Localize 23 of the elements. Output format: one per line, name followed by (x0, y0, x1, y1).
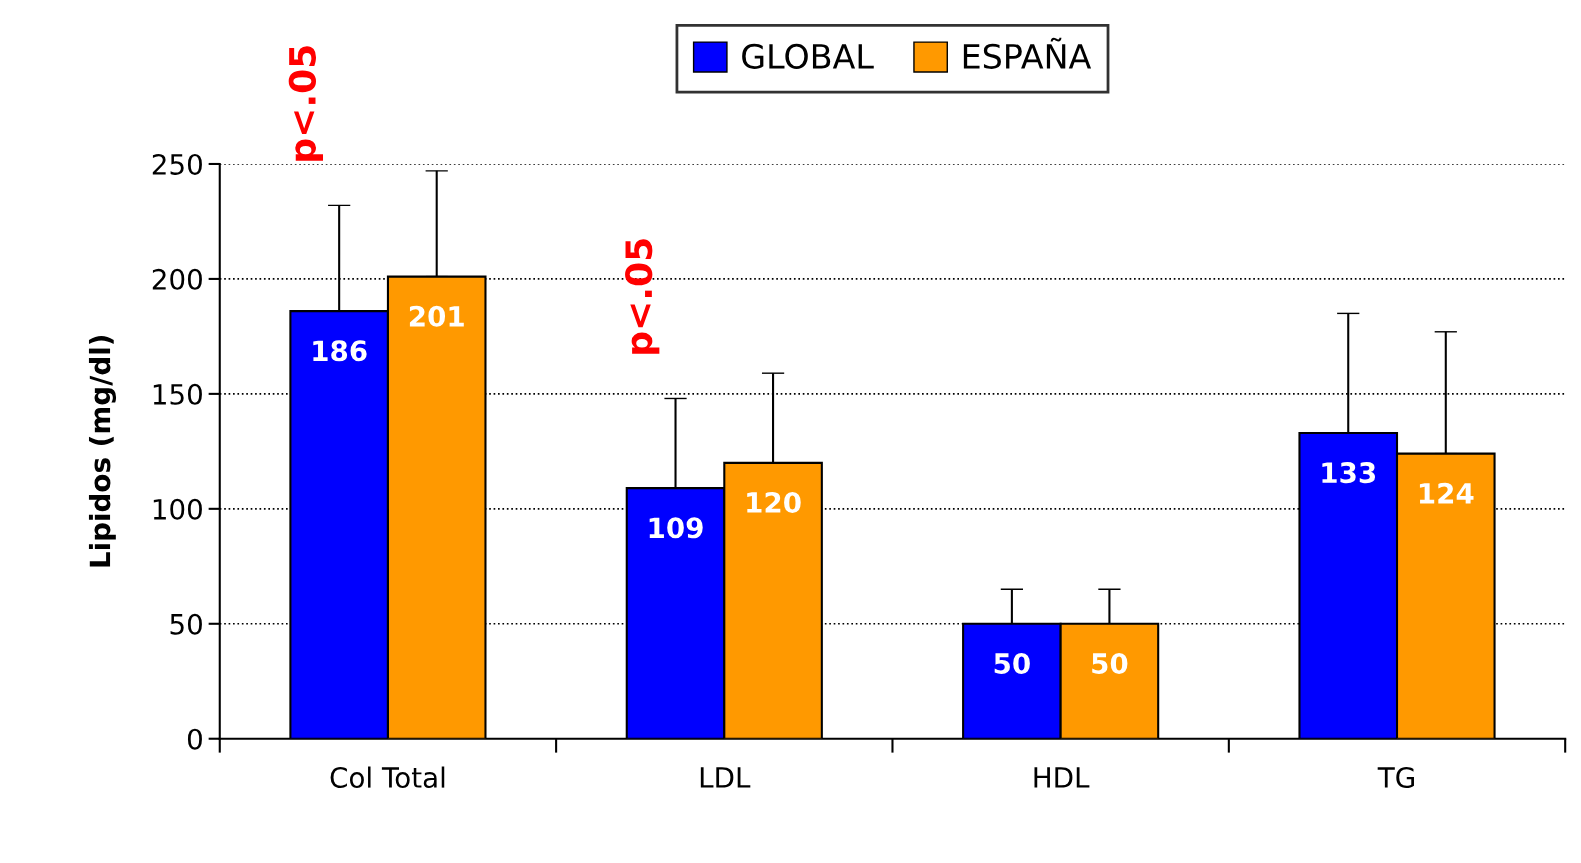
x-tick-label: TG (1377, 767, 1414, 789)
x-tick-label: Col Total (330, 766, 445, 789)
legend-label: GLOBAL (742, 43, 874, 69)
y-tick-label: 250 (152, 153, 202, 175)
data-label: 120 (747, 492, 801, 514)
data-label: 124 (1419, 482, 1474, 504)
text: p<.05 (288, 46, 323, 161)
annotation: p<.05 (625, 239, 660, 354)
y-axis-title: Lipidos (mg/dl) (88, 335, 117, 567)
data-label: 50 (1092, 652, 1128, 674)
y-tick-label: 50 (170, 613, 202, 635)
y-tick-label: 150 (153, 383, 202, 405)
x-tick-label: LDL (700, 767, 751, 788)
y-tick-label: 0 (187, 728, 202, 750)
data-label: 50 (994, 652, 1030, 674)
data-label: 186 (313, 340, 367, 362)
y-tick-label: 100 (153, 498, 202, 520)
data-label: 133 (1322, 462, 1376, 484)
data-label: 201 (409, 305, 464, 327)
data-label: 109 (649, 517, 703, 539)
x-tick-label: HDL (1034, 767, 1090, 788)
legend-label: ESPAÑA (963, 37, 1092, 69)
y-tick-label: 200 (152, 268, 202, 290)
